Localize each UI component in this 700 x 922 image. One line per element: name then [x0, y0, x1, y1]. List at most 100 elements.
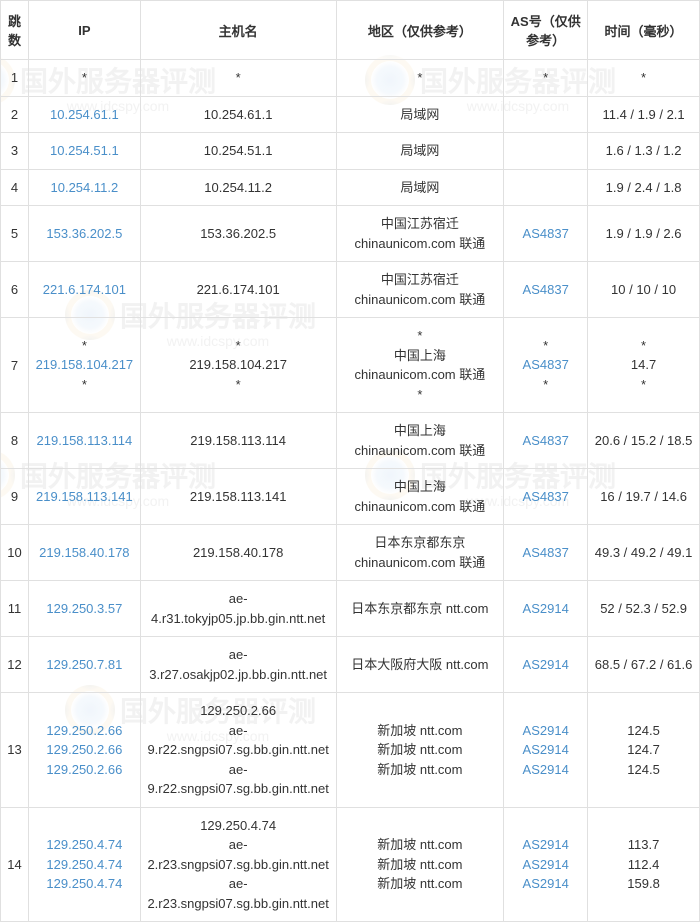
cell-ip-value[interactable]: 10.254.11.2: [35, 178, 134, 198]
cell-ip-value[interactable]: 219.158.104.217: [35, 355, 134, 375]
cell-region: 中国江苏宿迁 chinaunicom.com 联通: [336, 262, 504, 318]
cell-ip: 219.158.113.114: [28, 413, 140, 469]
cell-as-value[interactable]: AS4837: [510, 355, 581, 375]
cell-ip-value[interactable]: 129.250.2.66: [35, 740, 134, 760]
cell-time-value: 1.9 / 2.4 / 1.8: [594, 178, 693, 198]
cell-hostname-value: 129.250.2.66: [147, 701, 330, 721]
cell-hop: 11: [1, 581, 29, 637]
cell-time: 20.6 / 15.2 / 18.5: [588, 413, 700, 469]
cell-time: 10 / 10 / 10: [588, 262, 700, 318]
cell-ip-value[interactable]: 129.250.4.74: [35, 855, 134, 875]
cell-as-value[interactable]: AS4837: [510, 431, 581, 451]
table-row: 12 129.250.7.81 ae-3.r27.osakjp02.jp.bb.gi…: [1, 637, 700, 693]
cell-time-value: 11.4 / 1.9 / 2.1: [594, 105, 693, 125]
cell-hop: 2: [1, 96, 29, 133]
cell-hostname: 219.158.113.114: [140, 413, 336, 469]
cell-ip-value[interactable]: 129.250.7.81: [35, 655, 134, 675]
traceroute-table: 跳数 IP 主机名 地区（仅供参考） AS号（仅供参考） 时间（毫秒） 1***…: [0, 0, 700, 922]
cell-as-value[interactable]: AS2914: [510, 721, 581, 741]
table-row: 13129.250.2.66129.250.2.66129.250.2.6612…: [1, 693, 700, 808]
cell-hostname-value: ae-2.r23.sngpsi07.sg.bb.gin.ntt.net: [147, 835, 330, 874]
cell-as-value[interactable]: AS2914: [510, 599, 581, 619]
cell-ip-value[interactable]: 10.254.51.1: [35, 141, 134, 161]
cell-hostname-value: 221.6.174.101: [147, 280, 330, 300]
header-region: 地区（仅供参考）: [336, 1, 504, 60]
cell-region-value: 新加坡 ntt.com: [343, 835, 498, 855]
cell-ip-value[interactable]: 221.6.174.101: [35, 280, 134, 300]
cell-region: 新加坡 ntt.com新加坡 ntt.com新加坡 ntt.com: [336, 693, 504, 808]
cell-hop: 6: [1, 262, 29, 318]
cell-as-value[interactable]: AS4837: [510, 280, 581, 300]
cell-time: 11.4 / 1.9 / 2.1: [588, 96, 700, 133]
cell-as: AS2914: [504, 581, 588, 637]
cell-ip: 129.250.2.66129.250.2.66129.250.2.66: [28, 693, 140, 808]
cell-as-value[interactable]: AS2914: [510, 855, 581, 875]
header-ip: IP: [28, 1, 140, 60]
cell-hop: 7: [1, 318, 29, 413]
cell-as-value[interactable]: AS2914: [510, 740, 581, 760]
cell-hostname-value: 219.158.113.141: [147, 487, 330, 507]
cell-as-value[interactable]: AS4837: [510, 543, 581, 563]
cell-region-value: 局域网: [343, 105, 498, 125]
cell-time-value: 124.7: [594, 740, 693, 760]
cell-hostname-value: ae-9.r22.sngpsi07.sg.bb.gin.ntt.net: [147, 721, 330, 760]
cell-as: AS4837: [504, 525, 588, 581]
cell-ip-value[interactable]: 219.158.113.114: [35, 431, 134, 451]
cell-ip-value[interactable]: 219.158.113.141: [35, 487, 134, 507]
cell-time: 124.5124.7124.5: [588, 693, 700, 808]
cell-hostname-value: *: [147, 336, 330, 356]
table-row: 6 221.6.174.101 221.6.174.101 中国江苏宿迁 chinau…: [1, 262, 700, 318]
cell-ip-value[interactable]: 10.254.61.1: [35, 105, 134, 125]
cell-as-value[interactable]: AS2914: [510, 874, 581, 894]
cell-region-value: 新加坡 ntt.com: [343, 721, 498, 741]
cell-ip: 129.250.7.81: [28, 637, 140, 693]
cell-time-value: 68.5 / 67.2 / 61.6: [594, 655, 693, 675]
cell-region: 中国上海 chinaunicom.com 联通: [336, 413, 504, 469]
cell-as: AS4837: [504, 469, 588, 525]
cell-as-value[interactable]: AS2914: [510, 760, 581, 780]
cell-hop: 8: [1, 413, 29, 469]
cell-as-value: *: [510, 375, 581, 395]
cell-region: 日本大阪府大阪 ntt.com: [336, 637, 504, 693]
cell-ip-value: *: [35, 375, 134, 395]
cell-as-value[interactable]: AS4837: [510, 224, 581, 244]
cell-as-value: *: [510, 336, 581, 356]
cell-hop: 5: [1, 206, 29, 262]
cell-ip-value[interactable]: 219.158.40.178: [35, 543, 134, 563]
cell-region: 局域网: [336, 96, 504, 133]
cell-hostname-value: 219.158.104.217: [147, 355, 330, 375]
cell-ip-value[interactable]: 153.36.202.5: [35, 224, 134, 244]
cell-as-value[interactable]: AS2914: [510, 655, 581, 675]
cell-ip-value[interactable]: 129.250.4.74: [35, 835, 134, 855]
cell-ip: 10.254.11.2: [28, 169, 140, 206]
cell-region-value: 新加坡 ntt.com: [343, 740, 498, 760]
cell-time-value: 159.8: [594, 874, 693, 894]
cell-ip: 219.158.40.178: [28, 525, 140, 581]
cell-region-value: 新加坡 ntt.com: [343, 874, 498, 894]
cell-time: 52 / 52.3 / 52.9: [588, 581, 700, 637]
cell-hostname-value: 10.254.61.1: [147, 105, 330, 125]
cell-ip-value[interactable]: 129.250.3.57: [35, 599, 134, 619]
cell-hostname: 10.254.61.1: [140, 96, 336, 133]
cell-time: 1.6 / 1.3 / 1.2: [588, 133, 700, 170]
cell-time-value: 1.6 / 1.3 / 1.2: [594, 141, 693, 161]
cell-as-value[interactable]: AS2914: [510, 835, 581, 855]
cell-hostname-value: ae-2.r23.sngpsi07.sg.bb.gin.ntt.net: [147, 874, 330, 913]
cell-time-value: 112.4: [594, 855, 693, 875]
cell-ip: 129.250.3.57: [28, 581, 140, 637]
cell-time-value: 10 / 10 / 10: [594, 280, 693, 300]
cell-ip-value[interactable]: 129.250.4.74: [35, 874, 134, 894]
cell-hostname-value: ae-9.r22.sngpsi07.sg.bb.gin.ntt.net: [147, 760, 330, 799]
cell-hostname: ae-3.r27.osakjp02.jp.bb.gin.ntt.net: [140, 637, 336, 693]
cell-region: *中国上海 chinaunicom.com 联通*: [336, 318, 504, 413]
cell-hop: 12: [1, 637, 29, 693]
cell-region-value: 新加坡 ntt.com: [343, 855, 498, 875]
cell-region: 日本东京都东京 ntt.com: [336, 581, 504, 637]
table-row: 10219.158.40.178219.158.40.178日本东京都东京 ch…: [1, 525, 700, 581]
cell-ip-value[interactable]: 129.250.2.66: [35, 721, 134, 741]
cell-hop: 1: [1, 60, 29, 97]
cell-ip: 129.250.4.74129.250.4.74129.250.4.74: [28, 807, 140, 922]
cell-ip-value[interactable]: 129.250.2.66: [35, 760, 134, 780]
cell-as-value[interactable]: AS4837: [510, 487, 581, 507]
cell-region-value: 日本东京都东京 chinaunicom.com 联通: [343, 533, 498, 572]
